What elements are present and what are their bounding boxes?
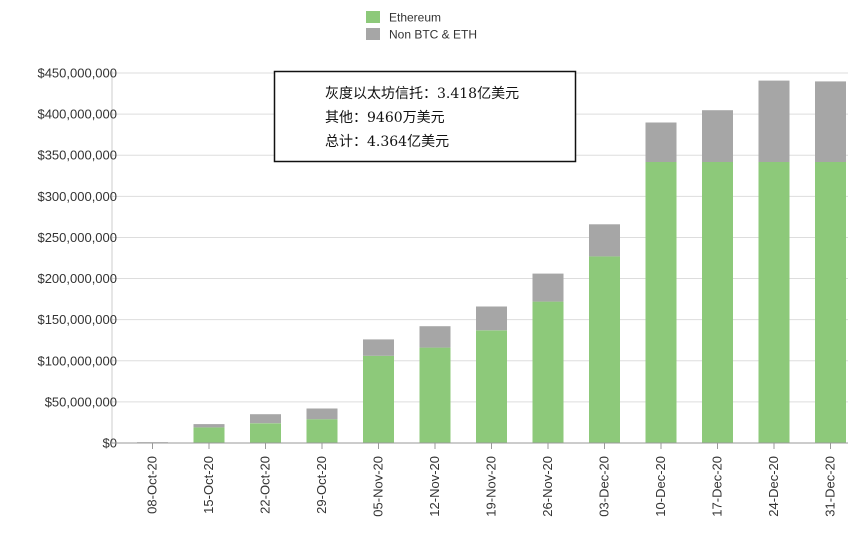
bar-ethereum — [815, 162, 846, 443]
bar-ethereum — [250, 423, 281, 443]
x-tick-label: 15-Oct-20 — [201, 456, 216, 514]
x-tick-label: 29-Oct-20 — [314, 456, 329, 514]
bar-non-btc-eth — [193, 424, 225, 428]
x-tick-label: 26-Nov-20 — [540, 456, 555, 517]
y-tick-label: $50,000,000 — [45, 394, 117, 409]
x-tick-label: 17-Dec-20 — [710, 456, 725, 517]
x-tick-label: 24-Dec-20 — [766, 456, 781, 517]
bar-non-btc-eth — [476, 306, 507, 331]
x-tick-label: 31-Dec-20 — [823, 456, 838, 517]
y-tick-label: $250,000,000 — [37, 230, 117, 245]
bar-ethereum — [532, 301, 564, 443]
bar-non-btc-eth — [363, 339, 394, 356]
bar-ethereum — [702, 162, 733, 443]
bar-ethereum — [476, 330, 507, 443]
y-tick-label: $350,000,000 — [37, 148, 117, 163]
y-tick-label: $0 — [103, 436, 117, 451]
x-tick-label: 12-Nov-20 — [427, 456, 442, 517]
x-tick-label: 19-Nov-20 — [484, 456, 499, 517]
bar-ethereum — [363, 355, 394, 443]
bars — [137, 80, 846, 443]
x-axis: 08-Oct-20 15-Oct-20 22-Oct-20 29-Oct-20 05-N… — [112, 442, 848, 517]
bar-non-btc-eth — [645, 122, 677, 162]
y-tick-label: $200,000,000 — [37, 271, 117, 286]
legend: Ethereum Non BTC & ETH — [366, 11, 477, 42]
x-tick-label: 03-Dec-20 — [597, 456, 612, 517]
legend-swatch — [366, 11, 380, 23]
bar-non-btc-eth — [419, 326, 451, 348]
bar-non-btc-eth — [250, 414, 281, 424]
y-tick-label: $150,000,000 — [37, 312, 117, 327]
legend-label: Ethereum — [389, 11, 441, 25]
y-tick-label: $100,000,000 — [37, 353, 117, 368]
bar-non-btc-eth — [815, 81, 846, 162]
annotation-line: 总计：4.364亿美元 — [325, 134, 449, 150]
bar-non-btc-eth — [532, 273, 564, 302]
bar-ethereum — [419, 347, 451, 443]
y-tick-label: $400,000,000 — [37, 107, 117, 122]
x-tick-label: 22-Oct-20 — [258, 456, 273, 514]
legend-label: Non BTC & ETH — [389, 28, 477, 42]
bar-non-btc-eth — [702, 110, 733, 162]
annotation-frame — [273, 70, 577, 163]
annotation-line: 其他：9460万美元 — [325, 110, 445, 126]
bar-ethereum — [306, 419, 338, 443]
y-tick-label: $450,000,000 — [37, 66, 117, 81]
x-tick-label: 10-Dec-20 — [653, 456, 668, 517]
x-tick-label: 08-Oct-20 — [145, 456, 160, 514]
bar-non-btc-eth — [589, 224, 620, 257]
bar-non-btc-eth — [306, 408, 338, 420]
legend-swatch — [366, 28, 380, 40]
bar-ethereum — [645, 162, 677, 443]
y-tick-label: $300,000,000 — [37, 189, 117, 204]
y-axis: $0 $50,000,000 $100,000,000 $150,000,000 $20… — [37, 66, 117, 451]
bar-non-btc-eth — [758, 80, 790, 162]
x-tick-label: 05-Nov-20 — [371, 456, 386, 517]
bar-ethereum — [758, 162, 790, 443]
bar-ethereum — [193, 427, 225, 443]
bar-ethereum — [589, 256, 620, 443]
annotation-line: 灰度以太坊信托：3.418亿美元 — [325, 86, 519, 102]
